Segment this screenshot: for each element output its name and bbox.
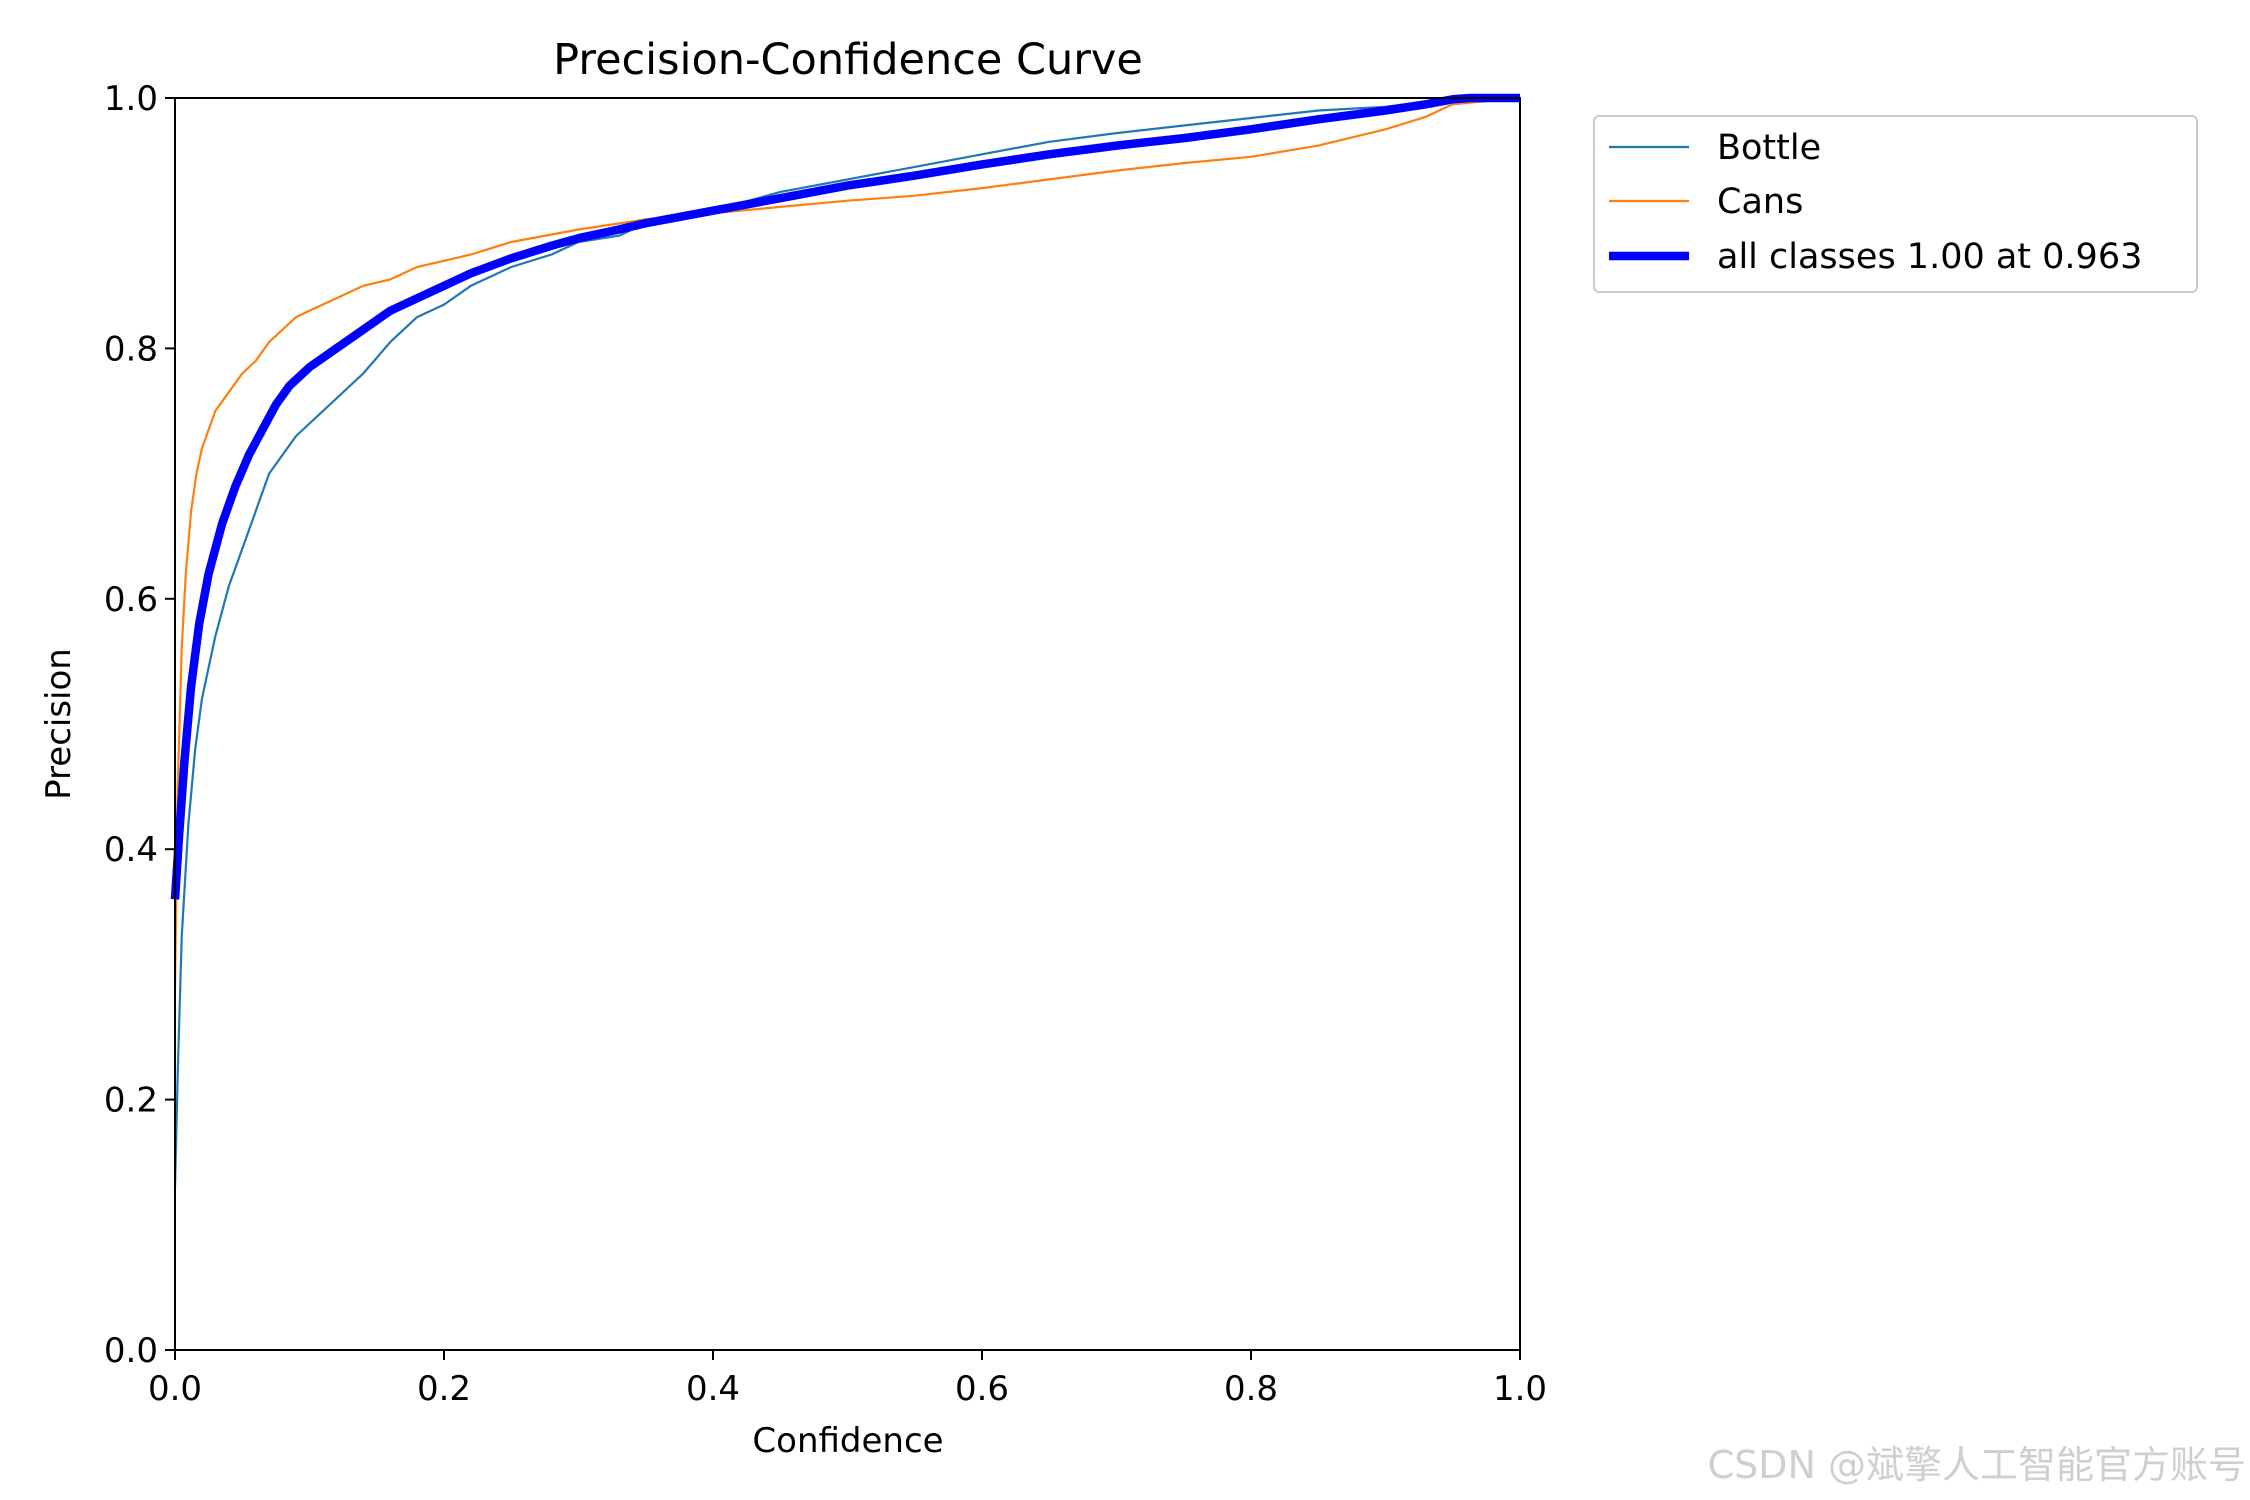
chart-title: Precision-Confidence Curve: [553, 35, 1143, 85]
all-classes-line: [170, 93, 1520, 900]
x-axis-ticks: 0.0 0.2 0.4 0.6 0.8 1.0: [148, 1350, 1547, 1409]
y-axis-label: Precision: [39, 648, 79, 800]
y-axis-ticks: 0.0 0.2 0.4 0.6 0.8 1.0: [104, 79, 175, 1371]
y-tick-label: 0.0: [104, 1331, 158, 1371]
legend-box: [1593, 115, 2198, 293]
plot-frame: [174, 97, 1521, 1351]
legend: Bottle Cans all classes 1.00 at 0.963: [1593, 115, 2198, 293]
x-tick-label: 0.0: [148, 1369, 202, 1409]
x-tick-label: 0.8: [1224, 1369, 1278, 1409]
y-tick-label: 0.2: [104, 1081, 158, 1121]
x-tick-label: 0.2: [417, 1369, 471, 1409]
bottle-line: [173, 96, 1520, 1188]
x-tick-label: 1.0: [1493, 1369, 1547, 1409]
y-tick-label: 0.6: [104, 580, 158, 620]
y-tick-label: 0.8: [104, 329, 158, 369]
legend-label-bottle: Bottle: [1717, 128, 1821, 168]
watermark: CSDN @斌擎人工智能官方账号: [1708, 1443, 2246, 1487]
plot-lines: [170, 93, 1521, 1188]
legend-label-cans: Cans: [1717, 182, 1803, 222]
x-axis-label: Confidence: [752, 1421, 943, 1461]
cans-line: [173, 96, 1521, 987]
x-tick-label: 0.4: [686, 1369, 740, 1409]
legend-label-all-classes: all classes 1.00 at 0.963: [1717, 237, 2142, 277]
y-tick-label: 1.0: [104, 79, 158, 119]
y-tick-label: 0.4: [104, 830, 158, 870]
x-tick-label: 0.6: [955, 1369, 1009, 1409]
